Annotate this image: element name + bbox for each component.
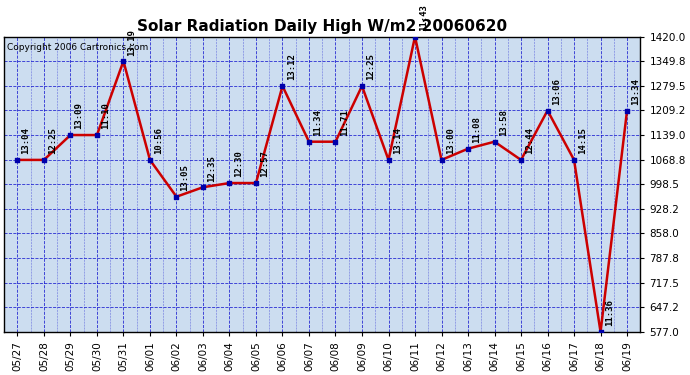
Point: [330, 139, 341, 145]
Text: 13:58: 13:58: [499, 109, 508, 136]
Text: 11:71: 11:71: [339, 109, 348, 136]
Point: [144, 157, 155, 163]
Point: [224, 180, 235, 186]
Text: 11:08: 11:08: [472, 116, 481, 143]
Point: [383, 157, 394, 163]
Point: [250, 180, 262, 186]
Text: 11:36: 11:36: [604, 300, 613, 326]
Point: [489, 139, 500, 145]
Text: Copyright 2006 Cartronics.com: Copyright 2006 Cartronics.com: [8, 42, 148, 51]
Point: [277, 83, 288, 89]
Point: [12, 157, 23, 163]
Point: [436, 157, 447, 163]
Text: 12:25: 12:25: [48, 128, 57, 154]
Text: 13:00: 13:00: [446, 128, 455, 154]
Title: Solar Radiation Daily High W/m2 20060620: Solar Radiation Daily High W/m2 20060620: [137, 19, 507, 34]
Point: [171, 194, 182, 200]
Point: [542, 108, 553, 114]
Text: 13:34: 13:34: [631, 78, 640, 105]
Point: [357, 83, 368, 89]
Point: [595, 329, 606, 335]
Text: 13:19: 13:19: [128, 29, 137, 56]
Text: 13:09: 13:09: [75, 103, 83, 129]
Text: 13:05: 13:05: [181, 164, 190, 191]
Text: 14:15: 14:15: [578, 128, 587, 154]
Text: 11:10: 11:10: [101, 103, 110, 129]
Point: [409, 34, 420, 40]
Point: [39, 157, 50, 163]
Point: [515, 157, 526, 163]
Text: 10:56: 10:56: [154, 128, 163, 154]
Point: [569, 157, 580, 163]
Text: 12:30: 12:30: [234, 151, 243, 177]
Text: 11:34: 11:34: [313, 109, 322, 136]
Point: [118, 58, 129, 64]
Point: [304, 139, 315, 145]
Text: 11:43: 11:43: [419, 4, 428, 31]
Point: [91, 132, 102, 138]
Text: 12:35: 12:35: [207, 155, 216, 182]
Text: 12:44: 12:44: [525, 128, 534, 154]
Point: [65, 132, 76, 138]
Text: 13:12: 13:12: [286, 54, 295, 81]
Text: 12:25: 12:25: [366, 54, 375, 81]
Point: [462, 146, 473, 152]
Text: 13:04: 13:04: [21, 128, 30, 154]
Text: 13:06: 13:06: [552, 78, 561, 105]
Point: [622, 108, 633, 114]
Text: 12:57: 12:57: [260, 151, 269, 177]
Text: 13:14: 13:14: [393, 128, 402, 154]
Point: [197, 184, 208, 190]
